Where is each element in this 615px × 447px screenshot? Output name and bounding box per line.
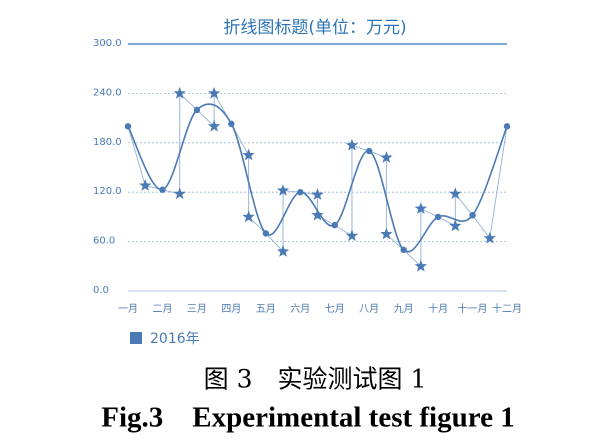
star-marker	[208, 119, 221, 132]
x-tick-label: 七月	[325, 303, 345, 315]
marker-line	[127, 91, 508, 268]
star-marker	[242, 148, 255, 161]
chart-title: 折线图标题(单位：万元)	[223, 18, 406, 38]
y-tick-label: 0.0	[93, 285, 109, 296]
data-point	[365, 147, 373, 155]
y-tick-label: 180.0	[93, 137, 122, 148]
star-marker	[414, 202, 427, 214]
data-point	[469, 212, 476, 219]
star-marker	[276, 184, 290, 196]
x-tick-label: 二月	[152, 303, 172, 315]
data-point	[400, 246, 407, 254]
data-point	[503, 123, 511, 130]
x-tick-label: 十二月	[492, 302, 522, 315]
y-tick-label: 300.0	[93, 38, 122, 49]
x-tick-label: 十月	[428, 302, 448, 315]
star-marker	[345, 229, 359, 242]
star-marker	[380, 151, 393, 163]
data-point	[297, 189, 304, 196]
x-tick-label: 十一月	[458, 302, 488, 315]
star-marker	[173, 187, 186, 200]
x-tick-label: 一月	[118, 303, 138, 315]
x-tick-label: 九月	[394, 303, 414, 315]
star-marker	[449, 219, 462, 232]
legend-label: 2016年	[150, 331, 200, 347]
star-marker	[208, 86, 221, 99]
y-tick-label: 240.0	[93, 87, 122, 98]
caption-en: Fig.3 Experimental test figure 1	[101, 402, 514, 434]
star-marker	[242, 210, 255, 223]
x-tick-label: 六月	[290, 303, 310, 315]
data-point	[331, 221, 338, 229]
y-tick-label: 60.0	[93, 236, 115, 247]
data-point	[228, 120, 235, 128]
legend-swatch	[130, 332, 142, 344]
data-point	[159, 186, 166, 193]
data-point	[193, 106, 201, 114]
series-line	[127, 103, 508, 253]
star-marker	[380, 227, 393, 240]
star-marker	[345, 138, 359, 151]
star-marker	[449, 187, 462, 200]
star-marker	[139, 179, 152, 191]
y-tick-label: 120.0	[93, 186, 122, 197]
caption-cn: 图 3 实验测试图 1	[204, 365, 427, 394]
star-marker	[414, 259, 427, 272]
data-point	[124, 123, 132, 130]
data-point	[262, 230, 270, 237]
data-point	[434, 213, 442, 221]
star-marker	[311, 188, 324, 200]
star-marker	[173, 86, 186, 99]
star-marker	[311, 208, 324, 221]
x-tick-label: 四月	[221, 303, 241, 315]
star-marker	[276, 245, 290, 257]
x-tick-label: 五月	[256, 303, 276, 315]
x-tick-label: 八月	[359, 303, 379, 315]
star-marker	[483, 231, 496, 244]
x-tick-label: 三月	[187, 303, 207, 315]
